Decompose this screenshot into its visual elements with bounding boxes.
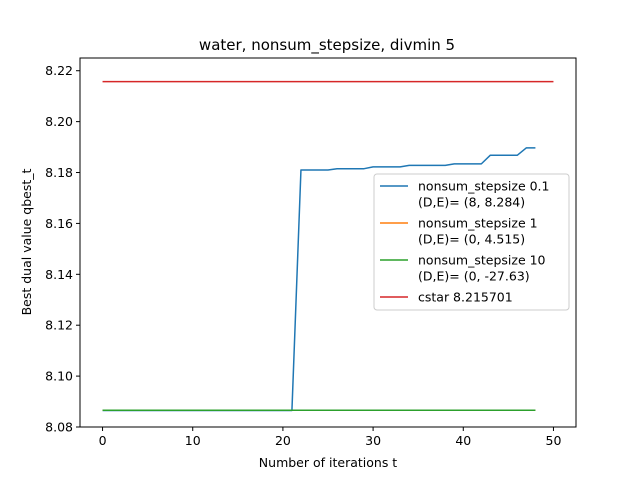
legend-label-2: nonsum_stepsize 1	[418, 216, 538, 231]
legend-label-1: nonsum_stepsize 0.1	[418, 179, 549, 194]
chart-title: water, nonsum_stepsize, divmin 5	[199, 36, 455, 55]
y-axis-label: Best dual value qbest_t	[19, 168, 34, 315]
y-tick-label: 8.22	[45, 63, 73, 78]
legend-label-3: nonsum_stepsize 10	[418, 253, 546, 268]
legend-frame	[373, 173, 570, 311]
x-tick-label: 20	[275, 433, 291, 448]
legend-sublabel-3: (D,E)= (0, -27.63)	[418, 269, 530, 284]
legend-sublabel-2: (D,E)= (0, 4.515)	[418, 232, 525, 247]
plot-lines	[102, 80, 554, 412]
x-tick-label: 40	[455, 433, 471, 448]
y-axis: 8.08 8.10 8.12 8.14 8.16 8.18 8.20 8.22	[45, 63, 80, 435]
x-tick-label: 30	[365, 433, 381, 448]
legend: nonsum_stepsize 0.1(D,E)= (8, 8.284) nons…	[373, 173, 570, 311]
plot-frame	[79, 57, 577, 428]
y-tick-label: 8.10	[45, 369, 73, 384]
legend-sublabel-1: (D,E)= (8, 8.284)	[418, 195, 525, 210]
y-tick-label: 8.08	[45, 420, 73, 435]
y-tick-label: 8.16	[45, 216, 73, 231]
series-line-1	[102, 147, 536, 412]
x-axis-label: Number of iterations t	[259, 455, 398, 470]
x-tick-label: 0	[99, 433, 107, 448]
y-tick-label: 8.12	[45, 318, 73, 333]
x-axis: 0 10 20 30 40 50	[99, 427, 562, 448]
x-tick-label: 10	[185, 433, 201, 448]
legend-label-4: cstar 8.215701	[418, 290, 513, 305]
y-tick-label: 8.14	[45, 267, 73, 282]
y-tick-label: 8.20	[45, 114, 73, 129]
y-tick-label: 8.18	[45, 165, 73, 180]
x-tick-label: 50	[546, 433, 562, 448]
